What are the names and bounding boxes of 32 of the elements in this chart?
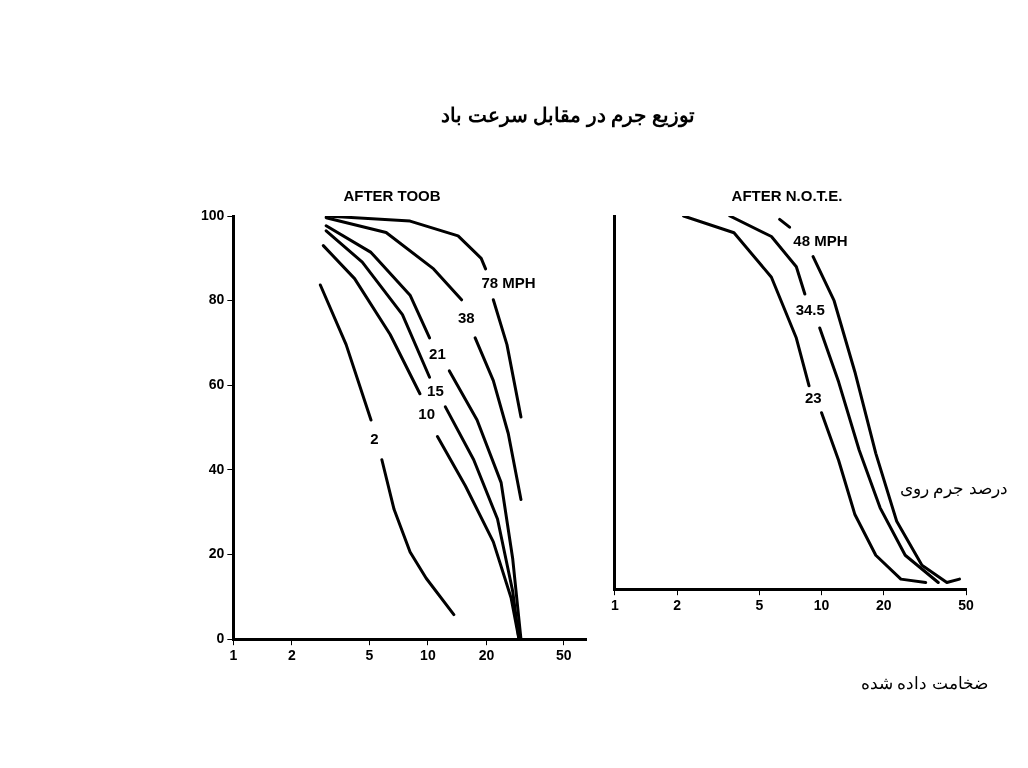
- x-tick-label: 20: [478, 647, 495, 664]
- chart-title: AFTER N.O.T.E.: [731, 187, 843, 205]
- x-tick-label: 5: [755, 597, 764, 614]
- y-tick-label: 80: [208, 291, 225, 308]
- x-tick-label: 2: [673, 597, 682, 614]
- y-tick-label: 100: [201, 206, 225, 223]
- series-label: 48 MPH: [793, 232, 848, 250]
- x-tick-label: 20: [875, 597, 892, 614]
- series-label: 34.5: [795, 301, 825, 319]
- series-label: 78 MPH: [481, 274, 536, 292]
- x-tick-label: 2: [288, 647, 297, 664]
- x-tick-label: 5: [365, 647, 374, 664]
- y-tick-label: 40: [208, 460, 225, 477]
- x-tick-label: 50: [958, 597, 974, 614]
- chart-title: AFTER TOOB: [343, 187, 441, 205]
- x-tick-label: 1: [610, 597, 619, 614]
- series-label: 21: [429, 344, 446, 362]
- x-tick-label: 10: [813, 597, 830, 614]
- series-label: 15: [427, 382, 444, 400]
- series-label: 2: [370, 430, 379, 448]
- series-label: 23: [804, 389, 822, 407]
- x-tick-label: 50: [556, 647, 572, 664]
- annotation: درصد جرم روی: [898, 478, 1008, 499]
- y-tick-label: 0: [216, 630, 225, 647]
- text: توزیع جرم در مقابل سرعت باد: [440, 103, 696, 127]
- y-tick-label: 60: [208, 376, 225, 393]
- x-tick-label: 1: [229, 647, 238, 664]
- series-label: 38: [458, 308, 475, 326]
- x-tick-label: 10: [420, 647, 436, 664]
- text: ضخامت داده شده: [859, 673, 988, 694]
- y-tick-label: 20: [208, 545, 225, 562]
- series-label: 10: [418, 405, 436, 423]
